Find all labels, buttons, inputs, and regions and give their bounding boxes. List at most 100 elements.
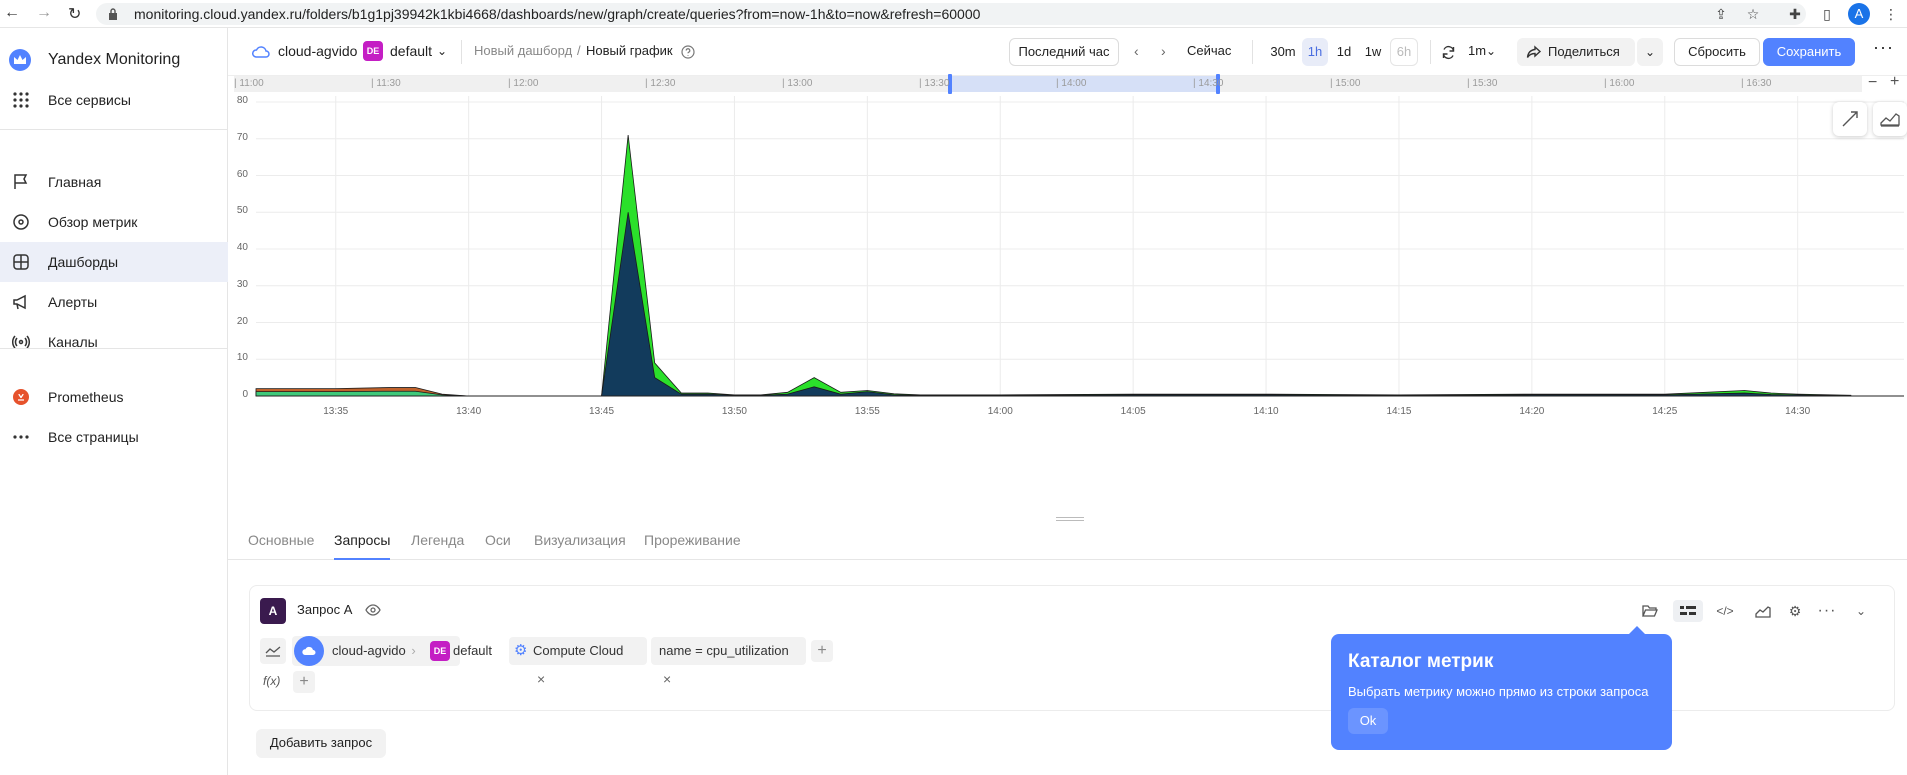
- filter-chip[interactable]: name = cpu_utilization ×: [651, 637, 806, 687]
- breadcrumb-dashboard[interactable]: Новый дашборд: [474, 43, 573, 58]
- reset-button[interactable]: Сбросить: [1674, 38, 1760, 66]
- more-icon[interactable]: ···: [1817, 602, 1837, 619]
- x-tick-label: 14:25: [1652, 406, 1678, 417]
- folder-name[interactable]: default: [390, 43, 433, 59]
- address-bar[interactable]: monitoring.cloud.yandex.ru/folders/b1g1p…: [96, 3, 1806, 25]
- refresh-icon[interactable]: [1441, 45, 1456, 60]
- share-button[interactable]: Поделиться: [1517, 38, 1635, 66]
- range-1w-button[interactable]: 1w: [1359, 38, 1387, 66]
- timeline-label: | 13:00: [782, 78, 813, 89]
- chevron-down-icon[interactable]: ⌄: [1855, 604, 1867, 618]
- star-icon[interactable]: ☆: [1746, 6, 1760, 22]
- tab-thinning[interactable]: Прореживание: [644, 532, 741, 548]
- flag-icon: [14, 174, 28, 189]
- area-chart-icon: [1880, 113, 1900, 127]
- chevron-right-icon[interactable]: ›: [1161, 43, 1166, 59]
- timeline-handle-right[interactable]: [1216, 74, 1220, 94]
- range-1h-button[interactable]: 1h: [1302, 38, 1328, 66]
- chip-cloud-label: cloud-agvido: [332, 643, 406, 658]
- add-function-button[interactable]: +: [293, 671, 315, 693]
- eye-icon[interactable]: [365, 604, 381, 616]
- range-30m-button[interactable]: 30m: [1266, 38, 1300, 66]
- tab-axes[interactable]: Оси: [485, 532, 511, 548]
- y-tick-label: 30: [236, 278, 248, 290]
- forward-icon[interactable]: →: [36, 4, 52, 21]
- side-panel-icon[interactable]: ▯: [1823, 6, 1831, 22]
- chip-folder-label[interactable]: default: [453, 643, 493, 658]
- series-area-3: [256, 212, 1852, 397]
- area-chart-icon[interactable]: [1752, 600, 1774, 622]
- sidebar-item-home[interactable]: Главная: [0, 162, 228, 202]
- time-range-button[interactable]: Последний час: [1009, 38, 1119, 66]
- series-type-button[interactable]: [260, 638, 286, 664]
- share-page-icon[interactable]: ⇪: [1715, 6, 1727, 22]
- divider: [0, 129, 228, 130]
- chevron-down-icon[interactable]: ⌄: [437, 44, 448, 58]
- timeline-label: | 11:00: [234, 78, 264, 89]
- chevron-left-icon[interactable]: ‹: [1134, 43, 1139, 59]
- all-services-button[interactable]: Все сервисы: [0, 80, 228, 120]
- back-icon[interactable]: ←: [4, 4, 20, 21]
- close-icon[interactable]: ×: [663, 671, 672, 687]
- more-icon[interactable]: ···: [1873, 37, 1894, 57]
- timeline-label: | 12:00: [508, 78, 539, 89]
- tab-visualization[interactable]: Визуализация: [534, 532, 626, 548]
- timeline-handle-left[interactable]: [948, 74, 952, 94]
- graph-type-button[interactable]: [1873, 102, 1907, 136]
- save-button[interactable]: Сохранить: [1763, 38, 1855, 66]
- query-title[interactable]: Запрос A: [297, 602, 353, 617]
- range-6h-button[interactable]: 6h: [1390, 38, 1418, 66]
- zoom-in-icon[interactable]: +: [1890, 73, 1900, 90]
- sidebar-item-dashboards[interactable]: Дашборды: [0, 242, 228, 282]
- ok-button[interactable]: Ok: [1348, 708, 1388, 734]
- y-tick-label: 50: [236, 205, 248, 217]
- close-icon[interactable]: ×: [537, 671, 546, 687]
- timeline-window[interactable]: [948, 74, 1220, 94]
- sidebar-item-prometheus[interactable]: Prometheus: [0, 377, 228, 417]
- reload-icon[interactable]: ↻: [68, 6, 82, 23]
- divider: [1430, 40, 1431, 64]
- timeline-navigator[interactable]: | 11:00 | 11:30 | 12:00 | 12:30 | 13:00 | 13:…: [234, 74, 1862, 94]
- code-icon[interactable]: </>: [1716, 604, 1734, 618]
- crown-logo-icon: [9, 49, 31, 71]
- sidebar-item-alerts[interactable]: Алерты: [0, 282, 228, 322]
- timeline-label: | 16:00: [1604, 78, 1635, 89]
- now-button[interactable]: Сейчас: [1187, 43, 1232, 58]
- extensions-icon[interactable]: ✚: [1789, 6, 1801, 22]
- share-label: Поделиться: [1548, 44, 1620, 59]
- brand[interactable]: Yandex Monitoring: [0, 40, 228, 80]
- sidebar-item-channels[interactable]: Каналы: [0, 322, 228, 362]
- service-chip[interactable]: ⚙ Compute Cloud ×: [509, 637, 647, 687]
- y-tick-label: 20: [236, 315, 248, 327]
- query-badge: A: [260, 598, 286, 624]
- x-tick-label: 13:50: [721, 406, 747, 417]
- gear-icon[interactable]: ⚙: [1788, 603, 1802, 619]
- x-tick-label: 13:40: [456, 406, 482, 417]
- tab-basic[interactable]: Основные: [248, 532, 315, 548]
- sidebar-item-metrics[interactable]: Обзор метрик: [0, 202, 228, 242]
- cloud-name[interactable]: cloud-agvido: [278, 43, 358, 59]
- zoom-out-icon[interactable]: −: [1868, 74, 1878, 91]
- avatar[interactable]: A: [1848, 3, 1870, 25]
- add-filter-button[interactable]: +: [811, 640, 833, 662]
- resize-handle[interactable]: [1056, 517, 1084, 521]
- refresh-interval[interactable]: 1m: [1468, 43, 1487, 58]
- range-1d-button[interactable]: 1d: [1331, 38, 1357, 66]
- timeline-label: | 14:30: [1193, 78, 1224, 89]
- share-menu-button[interactable]: ⌄: [1637, 38, 1663, 66]
- function-label[interactable]: f(x): [263, 674, 281, 688]
- megaphone-icon: [13, 294, 26, 310]
- x-tick-label: 14:20: [1519, 406, 1545, 417]
- help-icon[interactable]: [681, 45, 695, 59]
- sidebar-item-label: Дашборды: [48, 254, 118, 270]
- sidebar-item-all-pages[interactable]: Все страницы: [0, 417, 228, 457]
- visual-editor-icon[interactable]: [1673, 600, 1703, 622]
- add-query-button[interactable]: Добавить запрос: [256, 729, 386, 758]
- tooltip-title: Каталог метрик: [1348, 651, 1494, 672]
- tab-queries[interactable]: Запросы: [334, 532, 391, 560]
- fullscreen-button[interactable]: [1833, 102, 1867, 136]
- chevron-down-icon[interactable]: ⌄: [1486, 44, 1497, 58]
- menu-icon[interactable]: ⋮: [1884, 6, 1898, 22]
- folder-open-icon[interactable]: [1639, 600, 1661, 622]
- tab-legend[interactable]: Легенда: [411, 532, 465, 548]
